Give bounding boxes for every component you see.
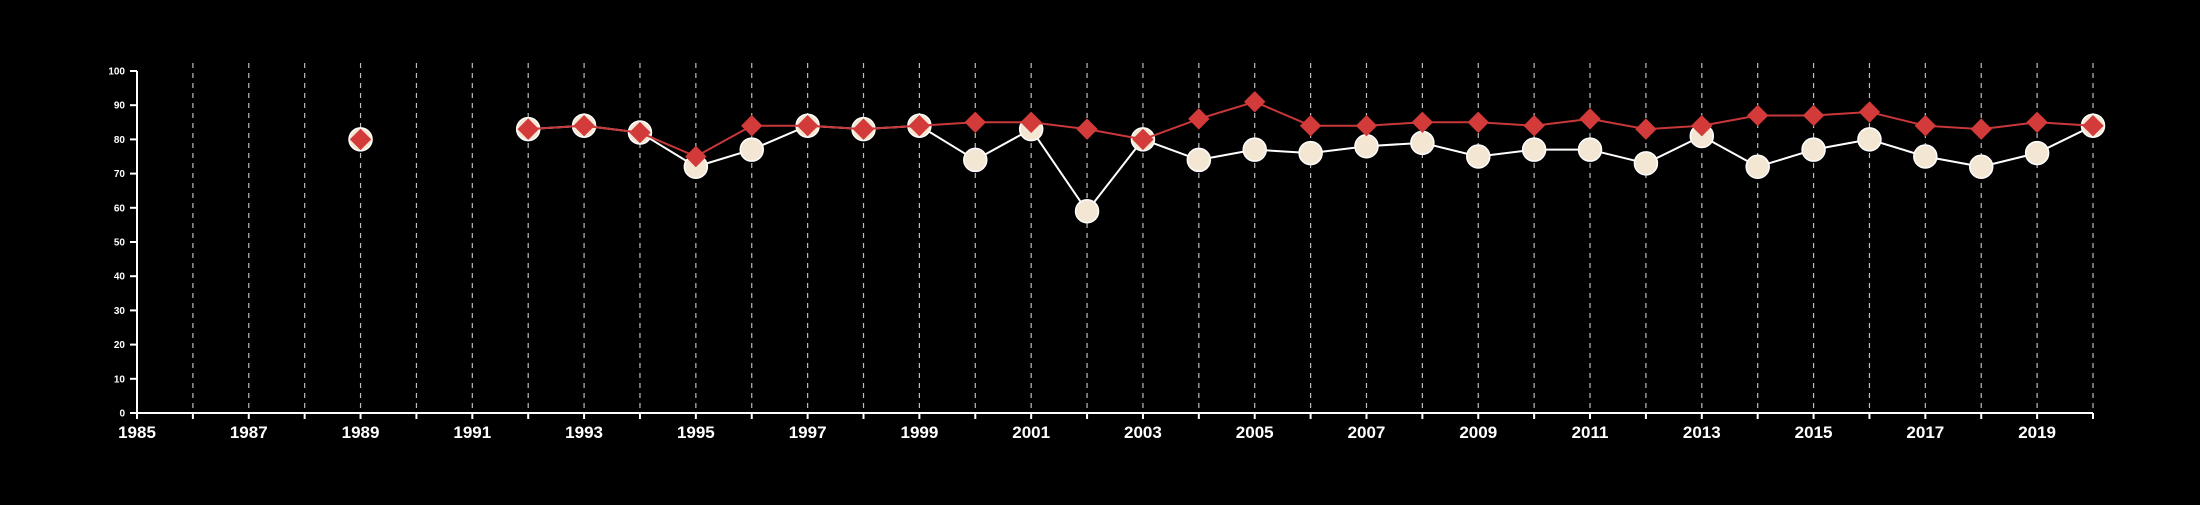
y-tick-label: 0: [119, 409, 125, 420]
series-2-point-2004: [1188, 108, 1210, 130]
series-2-point-2002: [1076, 118, 1098, 140]
y-tick-label: 70: [114, 169, 126, 180]
y-tick-label: 90: [114, 101, 126, 112]
series-2-line-segment: [1198, 100, 1256, 120]
y-tick-label: 50: [114, 238, 126, 249]
series-2-point-2010: [1523, 115, 1545, 137]
series-1-point-2008: [1410, 130, 1435, 156]
series-2-point-2013: [1691, 115, 1713, 137]
series-1: [348, 113, 2106, 224]
y-tick-label: 30: [114, 306, 126, 317]
series-1-point-2010: [1521, 137, 1547, 162]
series-1-point-2017: [1913, 144, 1938, 169]
series-2-point-2017: [1914, 115, 1937, 137]
series-2-point-2007: [1355, 115, 1378, 137]
series-2-point-2018: [1970, 118, 1992, 140]
series-2-point-2006: [1299, 115, 1322, 137]
series-2-point-1993: [573, 115, 595, 137]
series-2-line-segment: [1254, 100, 1311, 127]
series-2-point-1996: [741, 115, 763, 137]
series-2-point-1995: [685, 145, 707, 168]
series-1-point-2012: [1633, 151, 1659, 176]
y-tick-label: 10: [114, 374, 126, 385]
series-2-point-2019: [2026, 111, 2048, 134]
x-tick-label: 2009: [1459, 423, 1497, 442]
series-1-point-2014: [1745, 154, 1770, 180]
series-1-point-2018: [1968, 154, 1994, 180]
series-2-line-segment: [1869, 111, 1926, 127]
series-2-point-1999: [908, 115, 931, 137]
x-tick-label: 1991: [453, 423, 491, 442]
series-1-point-2006: [1298, 140, 1323, 166]
series-2-point-2012: [1635, 118, 1657, 140]
series-2: [349, 91, 2104, 168]
series-2-point-2020: [2082, 115, 2104, 137]
series-2-point-2015: [1802, 104, 1825, 127]
series-2-point-2014: [1746, 104, 1769, 127]
series-1-point-2007: [1354, 133, 1379, 159]
series-2-point-2008: [1411, 111, 1434, 134]
series-2-line-segment: [1589, 117, 1647, 131]
x-tick-label: 1993: [565, 423, 603, 442]
y-tick-label: 40: [114, 272, 126, 283]
x-tick-label: 2015: [1795, 423, 1833, 442]
series-1-point-2002: [1074, 198, 1100, 224]
series-2-point-1992: [517, 118, 539, 140]
series-1-point-1996: [739, 137, 764, 162]
axes: 0 10 20 30 40 50 60 70 80 90 100 1985 1987 1989 1991 19…: [108, 67, 2094, 442]
series-1-line-segment: [1086, 138, 1144, 212]
series-1-point-2009: [1466, 144, 1491, 169]
x-tick-label: 1989: [342, 423, 380, 442]
x-tick-label: 2017: [1906, 423, 1944, 442]
series-2-point-2000: [964, 111, 986, 134]
x-tick-label: 1985: [118, 423, 156, 442]
series-2-line-segment: [695, 124, 753, 158]
series-2-point-1997: [796, 115, 819, 137]
y-tick-label: 20: [114, 340, 126, 351]
series-1-point-2005: [1242, 137, 1267, 162]
series-1-point-2004: [1186, 147, 1212, 173]
series-2-point-1989: [349, 128, 372, 151]
x-tick-label: 2003: [1124, 423, 1162, 442]
series-1-point-2019: [2024, 140, 2050, 166]
series-2-point-2001: [1020, 111, 1042, 134]
series-1-point-2000: [963, 147, 988, 173]
series-2-point-2005: [1244, 91, 1266, 113]
series-2-line-segment: [1142, 117, 1200, 141]
series-2-point-1994: [629, 121, 651, 144]
series-layer: [348, 91, 2106, 224]
x-tick-label: 2019: [2018, 423, 2056, 442]
series-1-point-2011: [1577, 137, 1603, 162]
series-2-line-segment: [1701, 114, 1758, 127]
y-tick-label: 100: [108, 67, 125, 78]
x-tick-label: 1995: [677, 423, 715, 442]
series-2-point-2003: [1132, 128, 1154, 151]
x-tick-label: 2001: [1012, 423, 1050, 442]
series-2-point-1998: [852, 118, 875, 140]
x-tick-label: 1997: [789, 423, 827, 442]
series-2-line-segment: [639, 131, 697, 158]
series-2-point-2011: [1579, 108, 1601, 130]
x-tick-label: 2007: [1348, 423, 1386, 442]
x-tick-label: 1987: [230, 423, 268, 442]
y-tick-label: 80: [114, 135, 126, 146]
series-2-point-2016: [1858, 101, 1881, 123]
series-2-point-2009: [1467, 111, 1489, 134]
grid-lines: [192, 63, 2094, 413]
series-1-line-segment: [1030, 128, 1088, 212]
y-tick-label: 60: [114, 203, 126, 214]
x-tick-label: 2011: [1572, 423, 1609, 442]
x-tick-label: 2005: [1236, 423, 1274, 442]
series-2-line-segment: [1086, 128, 1144, 141]
x-tick-label: 1999: [900, 423, 938, 442]
series-1-point-2015: [1801, 137, 1826, 162]
series-1-point-2016: [1857, 127, 1882, 152]
x-tick-label: 2013: [1683, 423, 1721, 442]
